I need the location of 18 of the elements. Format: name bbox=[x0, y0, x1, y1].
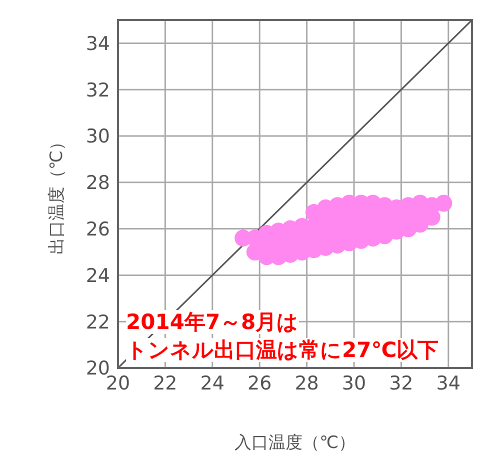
x-tick-label: 28 bbox=[294, 372, 319, 394]
x-tick-label: 26 bbox=[248, 372, 272, 394]
y-tick-label: 32 bbox=[86, 79, 110, 102]
y-tick-label: 34 bbox=[86, 32, 110, 55]
x-tick-label: 32 bbox=[389, 372, 414, 394]
x-axis-title: 入口温度（℃） bbox=[234, 433, 356, 453]
y-tick-label: 30 bbox=[86, 126, 110, 148]
x-tick-label: 34 bbox=[436, 372, 460, 394]
y-axis-title: 出口温度（℃） bbox=[47, 133, 68, 255]
y-tick-label: 24 bbox=[86, 264, 110, 287]
y-tick-label: 22 bbox=[86, 311, 110, 334]
x-tick-label: 24 bbox=[200, 372, 224, 394]
annotation: トンネル出口温は常に27℃以下 bbox=[126, 338, 439, 362]
x-tick-label: 30 bbox=[342, 372, 366, 394]
y-tick-label: 26 bbox=[86, 218, 110, 241]
annotation: 2014年7～8月は bbox=[126, 310, 299, 334]
x-tick-label: 22 bbox=[153, 372, 178, 394]
y-tick-label: 28 bbox=[86, 172, 110, 194]
